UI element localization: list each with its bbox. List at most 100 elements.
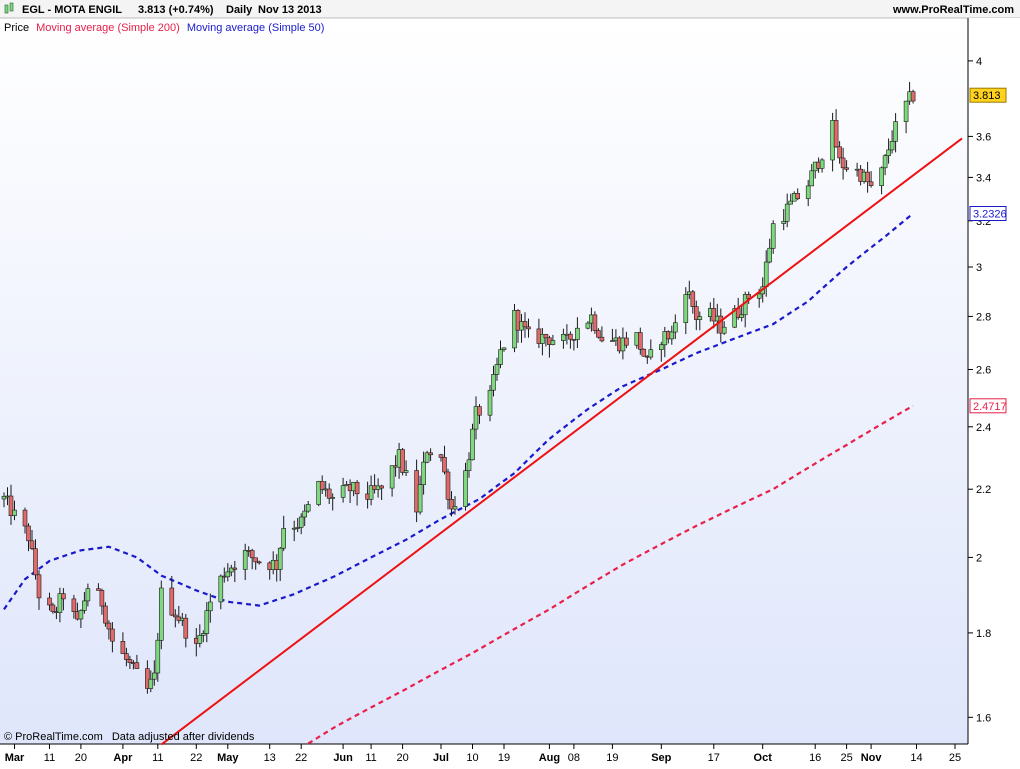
candle: [242, 543, 248, 581]
candle: [183, 614, 189, 648]
legend-ma200[interactable]: Moving average (Simple 200): [36, 22, 180, 34]
candle: [302, 504, 308, 526]
header-bar: [0, 0, 1020, 18]
candle: [767, 238, 773, 264]
candle: [693, 300, 699, 331]
candle: [637, 327, 643, 355]
candle: [229, 564, 234, 577]
candle: [8, 484, 14, 525]
candlestick-icon: [4, 2, 14, 14]
candle: [85, 583, 91, 607]
candle: [624, 331, 629, 349]
header-date: Nov 13 2013: [258, 4, 322, 16]
candle: [561, 328, 566, 349]
candle: [12, 500, 17, 521]
candle: [844, 160, 849, 172]
candle: [641, 348, 647, 357]
candle: [526, 318, 531, 338]
x-tick-label: 20: [396, 752, 408, 764]
x-tick-label: Mar: [5, 752, 25, 764]
trendline[interactable]: [160, 137, 963, 746]
candle: [648, 339, 654, 360]
candle: [781, 209, 787, 231]
candle: [732, 305, 738, 329]
x-tick-label: 19: [498, 752, 510, 764]
candle: [494, 357, 500, 381]
ma50-layer: [3, 212, 914, 611]
header-period: Daily: [226, 4, 253, 16]
last-value-label: 3.2326: [973, 209, 1007, 221]
candle: [610, 328, 615, 342]
candle: [721, 321, 727, 335]
last-value-label: 3.813: [973, 90, 1001, 102]
candle: [110, 622, 115, 653]
candle: [592, 311, 598, 334]
candle: [57, 587, 63, 623]
candle: [1, 492, 7, 508]
candle: [389, 465, 395, 497]
candle: [522, 312, 528, 338]
candle: [491, 365, 496, 397]
candle: [326, 483, 332, 504]
last-value-badge-ma50: 3.2326: [969, 206, 1007, 221]
candle: [197, 624, 203, 648]
candle: [148, 670, 154, 693]
candle: [809, 164, 815, 187]
candle: [879, 166, 884, 195]
candle: [319, 475, 325, 494]
candle: [466, 452, 472, 478]
candle: [599, 326, 605, 343]
candle: [368, 475, 374, 506]
candle: [124, 647, 129, 667]
candle: [868, 171, 874, 188]
last-value-badge-price: 3.813: [969, 87, 1007, 103]
candle: [470, 423, 475, 461]
candle: [515, 309, 521, 343]
candle: [330, 493, 336, 511]
candle: [277, 547, 283, 581]
ma200-layer: [307, 404, 914, 745]
candle: [400, 448, 405, 476]
x-tick-label: 11: [152, 752, 163, 764]
legend: Price Moving average (Simple 200) Moving…: [4, 22, 324, 34]
candle: [770, 220, 776, 254]
candle: [903, 100, 909, 134]
x-tick-label: 25: [949, 752, 961, 764]
x-tick-label: 08: [568, 752, 580, 764]
candle: [596, 328, 601, 339]
x-axis: Mar 11 20 Apr 11 22 May 13 22 Jun 11 20 Jul 10 19 Aug 08…: [5, 744, 961, 764]
candle: [893, 113, 898, 153]
header-site[interactable]: www.ProRealTime.com: [892, 4, 1014, 16]
candle: [501, 347, 507, 352]
candle: [784, 193, 790, 228]
candle: [473, 396, 479, 440]
candle: [120, 632, 126, 654]
candle: [658, 341, 664, 362]
candle: [403, 460, 409, 476]
footer-copyright: © ProRealTime.com Data adjusted after di…: [4, 731, 255, 743]
candle: [886, 138, 891, 164]
candle: [697, 311, 703, 331]
y-tick-label: 2.2: [976, 484, 991, 496]
candle: [225, 563, 231, 582]
candle: [669, 325, 675, 345]
candle: [47, 592, 52, 611]
x-tick-label: May: [217, 752, 239, 764]
legend-ma50[interactable]: Moving average (Simple 50): [187, 22, 325, 34]
candle: [795, 188, 801, 201]
footer-copyright-text: © ProRealTime.com: [4, 731, 103, 743]
candle: [910, 89, 916, 104]
header-symbol: EGL - MOTA ENGIL: [22, 4, 122, 16]
x-tick-label: 11: [365, 752, 376, 764]
y-tick-label: 2.6: [976, 365, 991, 377]
candle: [201, 630, 206, 643]
candle: [145, 660, 150, 694]
candle: [281, 515, 287, 552]
candle: [82, 592, 87, 614]
candle: [96, 583, 101, 591]
candle: [421, 451, 426, 495]
candle: [26, 523, 31, 552]
candle: [449, 491, 454, 517]
x-tick-label: Oct: [754, 752, 773, 764]
